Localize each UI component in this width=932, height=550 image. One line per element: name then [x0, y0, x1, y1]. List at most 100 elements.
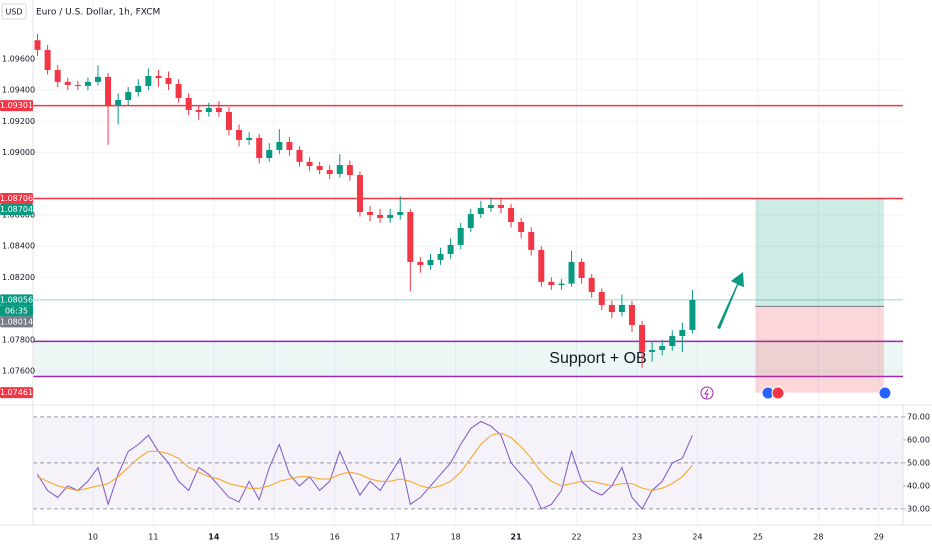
- event-icon: [704, 388, 709, 399]
- x-tick-label: 10: [88, 533, 98, 542]
- candle-body: [185, 97, 192, 110]
- y-tick-label: 1.07800: [2, 335, 35, 344]
- price-badge: [0, 316, 33, 328]
- candle-body: [497, 204, 504, 208]
- x-tick-label: 14: [208, 533, 220, 542]
- candle-body: [578, 261, 585, 279]
- candle-body: [135, 85, 142, 93]
- x-tick-label: 18: [451, 533, 461, 542]
- x-tick-label: 15: [269, 533, 279, 542]
- candle-body: [558, 283, 565, 286]
- price-badge-label: 1.08056: [0, 295, 33, 304]
- candle-body: [145, 75, 152, 86]
- candle-body: [205, 107, 212, 113]
- price-badge: [0, 192, 33, 204]
- plot: Support + OB: [33, 0, 903, 525]
- candle-body: [437, 253, 444, 260]
- x-tick-label: 25: [753, 533, 763, 542]
- candle-body: [518, 221, 525, 232]
- candle-body: [467, 214, 474, 228]
- countdown-label: 06:35: [5, 306, 28, 315]
- y-tick-label: 1.09600: [2, 54, 35, 63]
- candle-body: [528, 231, 535, 250]
- candle-body: [195, 109, 202, 113]
- candle-body: [125, 92, 132, 100]
- candle-body: [689, 299, 696, 330]
- candle-body: [618, 304, 625, 313]
- candle-body: [165, 78, 172, 84]
- x-tick-label: 21: [511, 533, 523, 542]
- candle-body: [175, 83, 182, 98]
- candle-body: [296, 149, 303, 162]
- x-tick-label: 23: [632, 533, 642, 542]
- candle-body: [44, 49, 51, 71]
- price-badge: [0, 387, 33, 399]
- candle-body: [105, 76, 112, 105]
- price-badge-label: 1.08014: [0, 317, 33, 326]
- candle-body: [64, 81, 71, 86]
- candle-body: [316, 165, 323, 171]
- candle-body: [568, 261, 575, 284]
- arrow: [717, 272, 744, 329]
- x-tick-label: 29: [874, 533, 884, 542]
- candle-body: [155, 75, 162, 79]
- candle-body: [74, 85, 81, 87]
- candle-body: [367, 212, 374, 215]
- currency: USD: [5, 8, 22, 17]
- candle-body: [639, 324, 646, 352]
- y-tick-label: 1.08200: [2, 273, 35, 282]
- candle-body: [215, 107, 222, 113]
- rsi-line: [37, 420, 693, 510]
- y-tick-label: 1.09400: [2, 86, 35, 95]
- x-tick-label: 16: [330, 533, 340, 542]
- x-tick-label: 24: [692, 533, 702, 542]
- countdown-badge: [0, 305, 33, 317]
- rsi-tick-label: 60.00: [907, 435, 930, 444]
- zone-label: Support + OB: [549, 350, 646, 367]
- candle-body: [356, 175, 363, 213]
- price-badge-label: 1.08706: [0, 194, 33, 203]
- price-badge-label: 1.07461: [0, 388, 33, 397]
- candle-body: [225, 112, 232, 130]
- candle-body: [276, 141, 283, 150]
- candle-body: [236, 129, 243, 140]
- price-badge: [0, 100, 33, 112]
- event-icon[interactable]: [771, 386, 785, 400]
- y-tick-label: 1.09000: [2, 148, 35, 157]
- candle-body: [34, 40, 41, 50]
- position-target: [755, 198, 884, 307]
- support-zone: [33, 341, 903, 377]
- event-icon[interactable]: [878, 386, 892, 400]
- candle-body: [447, 244, 454, 254]
- x-tick-label: 28: [813, 533, 823, 542]
- rsi-tick-label: 70.00: [907, 412, 930, 421]
- candle-body: [649, 349, 656, 352]
- position-stop: [755, 306, 884, 393]
- rsi-tick-label: 40.00: [907, 481, 930, 490]
- candle-body: [256, 137, 263, 159]
- rsi-line: [37, 432, 693, 492]
- candle-body: [286, 141, 293, 150]
- x-tick-label: 11: [148, 533, 158, 542]
- currency-box[interactable]: [1, 3, 27, 20]
- candle-body: [477, 207, 484, 215]
- candle-body: [54, 70, 61, 82]
- candle-body: [598, 292, 605, 305]
- price-badge: [0, 203, 33, 215]
- candle-body: [84, 81, 91, 86]
- candle-body: [628, 304, 635, 325]
- event-icon[interactable]: [700, 386, 714, 400]
- candle-body: [115, 100, 122, 105]
- price-badge-label: 1.09301: [0, 101, 33, 110]
- candle-body: [538, 249, 545, 282]
- candle-body: [306, 161, 313, 166]
- candle-body: [659, 346, 666, 350]
- candle-body: [548, 281, 555, 286]
- candle-body: [377, 214, 384, 218]
- candle-body: [588, 278, 595, 293]
- candle-body: [457, 227, 464, 245]
- rsi-tick-label: 30.00: [907, 504, 930, 513]
- candle-body: [508, 207, 515, 222]
